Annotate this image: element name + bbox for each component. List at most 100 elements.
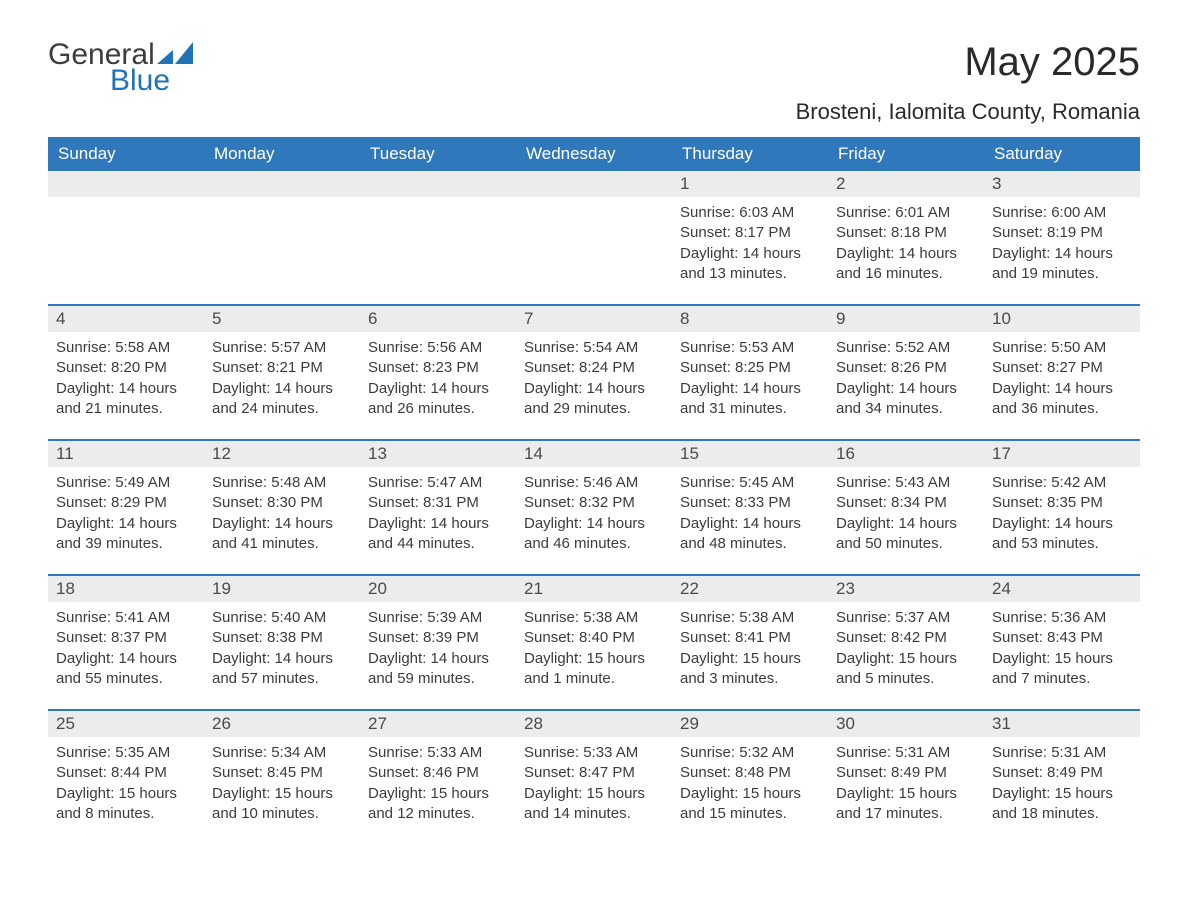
day-cell: 29Sunrise: 5:32 AMSunset: 8:48 PMDayligh… bbox=[672, 711, 828, 830]
info-line: Sunrise: 5:53 AM bbox=[680, 338, 820, 358]
info-line: and 3 minutes. bbox=[680, 669, 820, 689]
day-cell: 22Sunrise: 5:38 AMSunset: 8:41 PMDayligh… bbox=[672, 576, 828, 695]
week-row: 11Sunrise: 5:49 AMSunset: 8:29 PMDayligh… bbox=[48, 439, 1140, 560]
logo-mark-icon bbox=[155, 40, 195, 66]
info-line: Sunset: 8:38 PM bbox=[212, 628, 352, 648]
info-line: and 46 minutes. bbox=[524, 534, 664, 554]
info-line: Sunrise: 5:35 AM bbox=[56, 743, 196, 763]
info-line: Sunrise: 5:48 AM bbox=[212, 473, 352, 493]
info-line: Daylight: 14 hours bbox=[524, 379, 664, 399]
info-line: and 18 minutes. bbox=[992, 804, 1132, 824]
day-info: Sunrise: 5:37 AMSunset: 8:42 PMDaylight:… bbox=[828, 602, 984, 695]
info-line: Sunset: 8:40 PM bbox=[524, 628, 664, 648]
info-line: Daylight: 15 hours bbox=[56, 784, 196, 804]
info-line: Daylight: 15 hours bbox=[524, 784, 664, 804]
info-line: Daylight: 14 hours bbox=[992, 379, 1132, 399]
day-cell: 25Sunrise: 5:35 AMSunset: 8:44 PMDayligh… bbox=[48, 711, 204, 830]
day-info: Sunrise: 5:34 AMSunset: 8:45 PMDaylight:… bbox=[204, 737, 360, 830]
day-number: 5 bbox=[204, 306, 360, 332]
day-number: 30 bbox=[828, 711, 984, 737]
info-line: Sunset: 8:21 PM bbox=[212, 358, 352, 378]
day-number bbox=[360, 171, 516, 197]
info-line: Daylight: 15 hours bbox=[212, 784, 352, 804]
day-cell: 16Sunrise: 5:43 AMSunset: 8:34 PMDayligh… bbox=[828, 441, 984, 560]
info-line: Sunset: 8:39 PM bbox=[368, 628, 508, 648]
day-info: Sunrise: 5:54 AMSunset: 8:24 PMDaylight:… bbox=[516, 332, 672, 425]
info-line: Daylight: 15 hours bbox=[368, 784, 508, 804]
day-cell: 8Sunrise: 5:53 AMSunset: 8:25 PMDaylight… bbox=[672, 306, 828, 425]
day-info: Sunrise: 5:58 AMSunset: 8:20 PMDaylight:… bbox=[48, 332, 204, 425]
info-line: Daylight: 14 hours bbox=[680, 244, 820, 264]
day-info: Sunrise: 5:46 AMSunset: 8:32 PMDaylight:… bbox=[516, 467, 672, 560]
info-line: and 12 minutes. bbox=[368, 804, 508, 824]
week-row: 18Sunrise: 5:41 AMSunset: 8:37 PMDayligh… bbox=[48, 574, 1140, 695]
info-line: Sunrise: 6:03 AM bbox=[680, 203, 820, 223]
info-line: Sunset: 8:27 PM bbox=[992, 358, 1132, 378]
day-cell: 7Sunrise: 5:54 AMSunset: 8:24 PMDaylight… bbox=[516, 306, 672, 425]
week-row: 1Sunrise: 6:03 AMSunset: 8:17 PMDaylight… bbox=[48, 171, 1140, 290]
day-info: Sunrise: 5:40 AMSunset: 8:38 PMDaylight:… bbox=[204, 602, 360, 695]
info-line: and 19 minutes. bbox=[992, 264, 1132, 284]
info-line: Sunset: 8:46 PM bbox=[368, 763, 508, 783]
day-number: 15 bbox=[672, 441, 828, 467]
day-info: Sunrise: 6:01 AMSunset: 8:18 PMDaylight:… bbox=[828, 197, 984, 290]
day-cell: 23Sunrise: 5:37 AMSunset: 8:42 PMDayligh… bbox=[828, 576, 984, 695]
day-info: Sunrise: 5:45 AMSunset: 8:33 PMDaylight:… bbox=[672, 467, 828, 560]
day-cell: 10Sunrise: 5:50 AMSunset: 8:27 PMDayligh… bbox=[984, 306, 1140, 425]
info-line: and 57 minutes. bbox=[212, 669, 352, 689]
day-number: 27 bbox=[360, 711, 516, 737]
info-line: Daylight: 14 hours bbox=[992, 244, 1132, 264]
day-info: Sunrise: 5:52 AMSunset: 8:26 PMDaylight:… bbox=[828, 332, 984, 425]
info-line: Daylight: 15 hours bbox=[836, 649, 976, 669]
info-line: and 26 minutes. bbox=[368, 399, 508, 419]
day-number: 14 bbox=[516, 441, 672, 467]
day-number bbox=[516, 171, 672, 197]
day-cell: 9Sunrise: 5:52 AMSunset: 8:26 PMDaylight… bbox=[828, 306, 984, 425]
info-line: and 29 minutes. bbox=[524, 399, 664, 419]
info-line: Sunset: 8:17 PM bbox=[680, 223, 820, 243]
info-line: Sunset: 8:41 PM bbox=[680, 628, 820, 648]
info-line: and 8 minutes. bbox=[56, 804, 196, 824]
info-line: Daylight: 14 hours bbox=[212, 649, 352, 669]
info-line: and 14 minutes. bbox=[524, 804, 664, 824]
info-line: Sunset: 8:47 PM bbox=[524, 763, 664, 783]
info-line: Sunrise: 5:40 AM bbox=[212, 608, 352, 628]
info-line: Sunrise: 5:49 AM bbox=[56, 473, 196, 493]
day-cell: 14Sunrise: 5:46 AMSunset: 8:32 PMDayligh… bbox=[516, 441, 672, 560]
info-line: Sunrise: 5:41 AM bbox=[56, 608, 196, 628]
day-number: 26 bbox=[204, 711, 360, 737]
day-cell: 3Sunrise: 6:00 AMSunset: 8:19 PMDaylight… bbox=[984, 171, 1140, 290]
info-line: and 24 minutes. bbox=[212, 399, 352, 419]
info-line: Sunset: 8:26 PM bbox=[836, 358, 976, 378]
day-number: 22 bbox=[672, 576, 828, 602]
info-line: Sunset: 8:43 PM bbox=[992, 628, 1132, 648]
day-info: Sunrise: 5:38 AMSunset: 8:41 PMDaylight:… bbox=[672, 602, 828, 695]
info-line: Sunset: 8:35 PM bbox=[992, 493, 1132, 513]
day-cell: 27Sunrise: 5:33 AMSunset: 8:46 PMDayligh… bbox=[360, 711, 516, 830]
info-line: and 17 minutes. bbox=[836, 804, 976, 824]
info-line: Sunset: 8:48 PM bbox=[680, 763, 820, 783]
weekday-label: Tuesday bbox=[360, 137, 516, 171]
info-line: Daylight: 15 hours bbox=[680, 649, 820, 669]
info-line: and 1 minute. bbox=[524, 669, 664, 689]
info-line: Sunset: 8:42 PM bbox=[836, 628, 976, 648]
info-line: Sunrise: 5:39 AM bbox=[368, 608, 508, 628]
day-info: Sunrise: 5:31 AMSunset: 8:49 PMDaylight:… bbox=[828, 737, 984, 830]
day-number: 28 bbox=[516, 711, 672, 737]
info-line: Sunrise: 5:45 AM bbox=[680, 473, 820, 493]
calendar: SundayMondayTuesdayWednesdayThursdayFrid… bbox=[48, 137, 1140, 830]
day-info: Sunrise: 5:50 AMSunset: 8:27 PMDaylight:… bbox=[984, 332, 1140, 425]
info-line: Sunrise: 5:32 AM bbox=[680, 743, 820, 763]
weekday-label: Friday bbox=[828, 137, 984, 171]
info-line: Sunset: 8:32 PM bbox=[524, 493, 664, 513]
info-line: Daylight: 14 hours bbox=[836, 379, 976, 399]
day-info: Sunrise: 5:56 AMSunset: 8:23 PMDaylight:… bbox=[360, 332, 516, 425]
weekday-label: Saturday bbox=[984, 137, 1140, 171]
day-number: 31 bbox=[984, 711, 1140, 737]
info-line: Sunset: 8:37 PM bbox=[56, 628, 196, 648]
day-info: Sunrise: 5:33 AMSunset: 8:47 PMDaylight:… bbox=[516, 737, 672, 830]
day-cell: 6Sunrise: 5:56 AMSunset: 8:23 PMDaylight… bbox=[360, 306, 516, 425]
day-cell bbox=[48, 171, 204, 290]
day-cell bbox=[516, 171, 672, 290]
day-cell: 20Sunrise: 5:39 AMSunset: 8:39 PMDayligh… bbox=[360, 576, 516, 695]
